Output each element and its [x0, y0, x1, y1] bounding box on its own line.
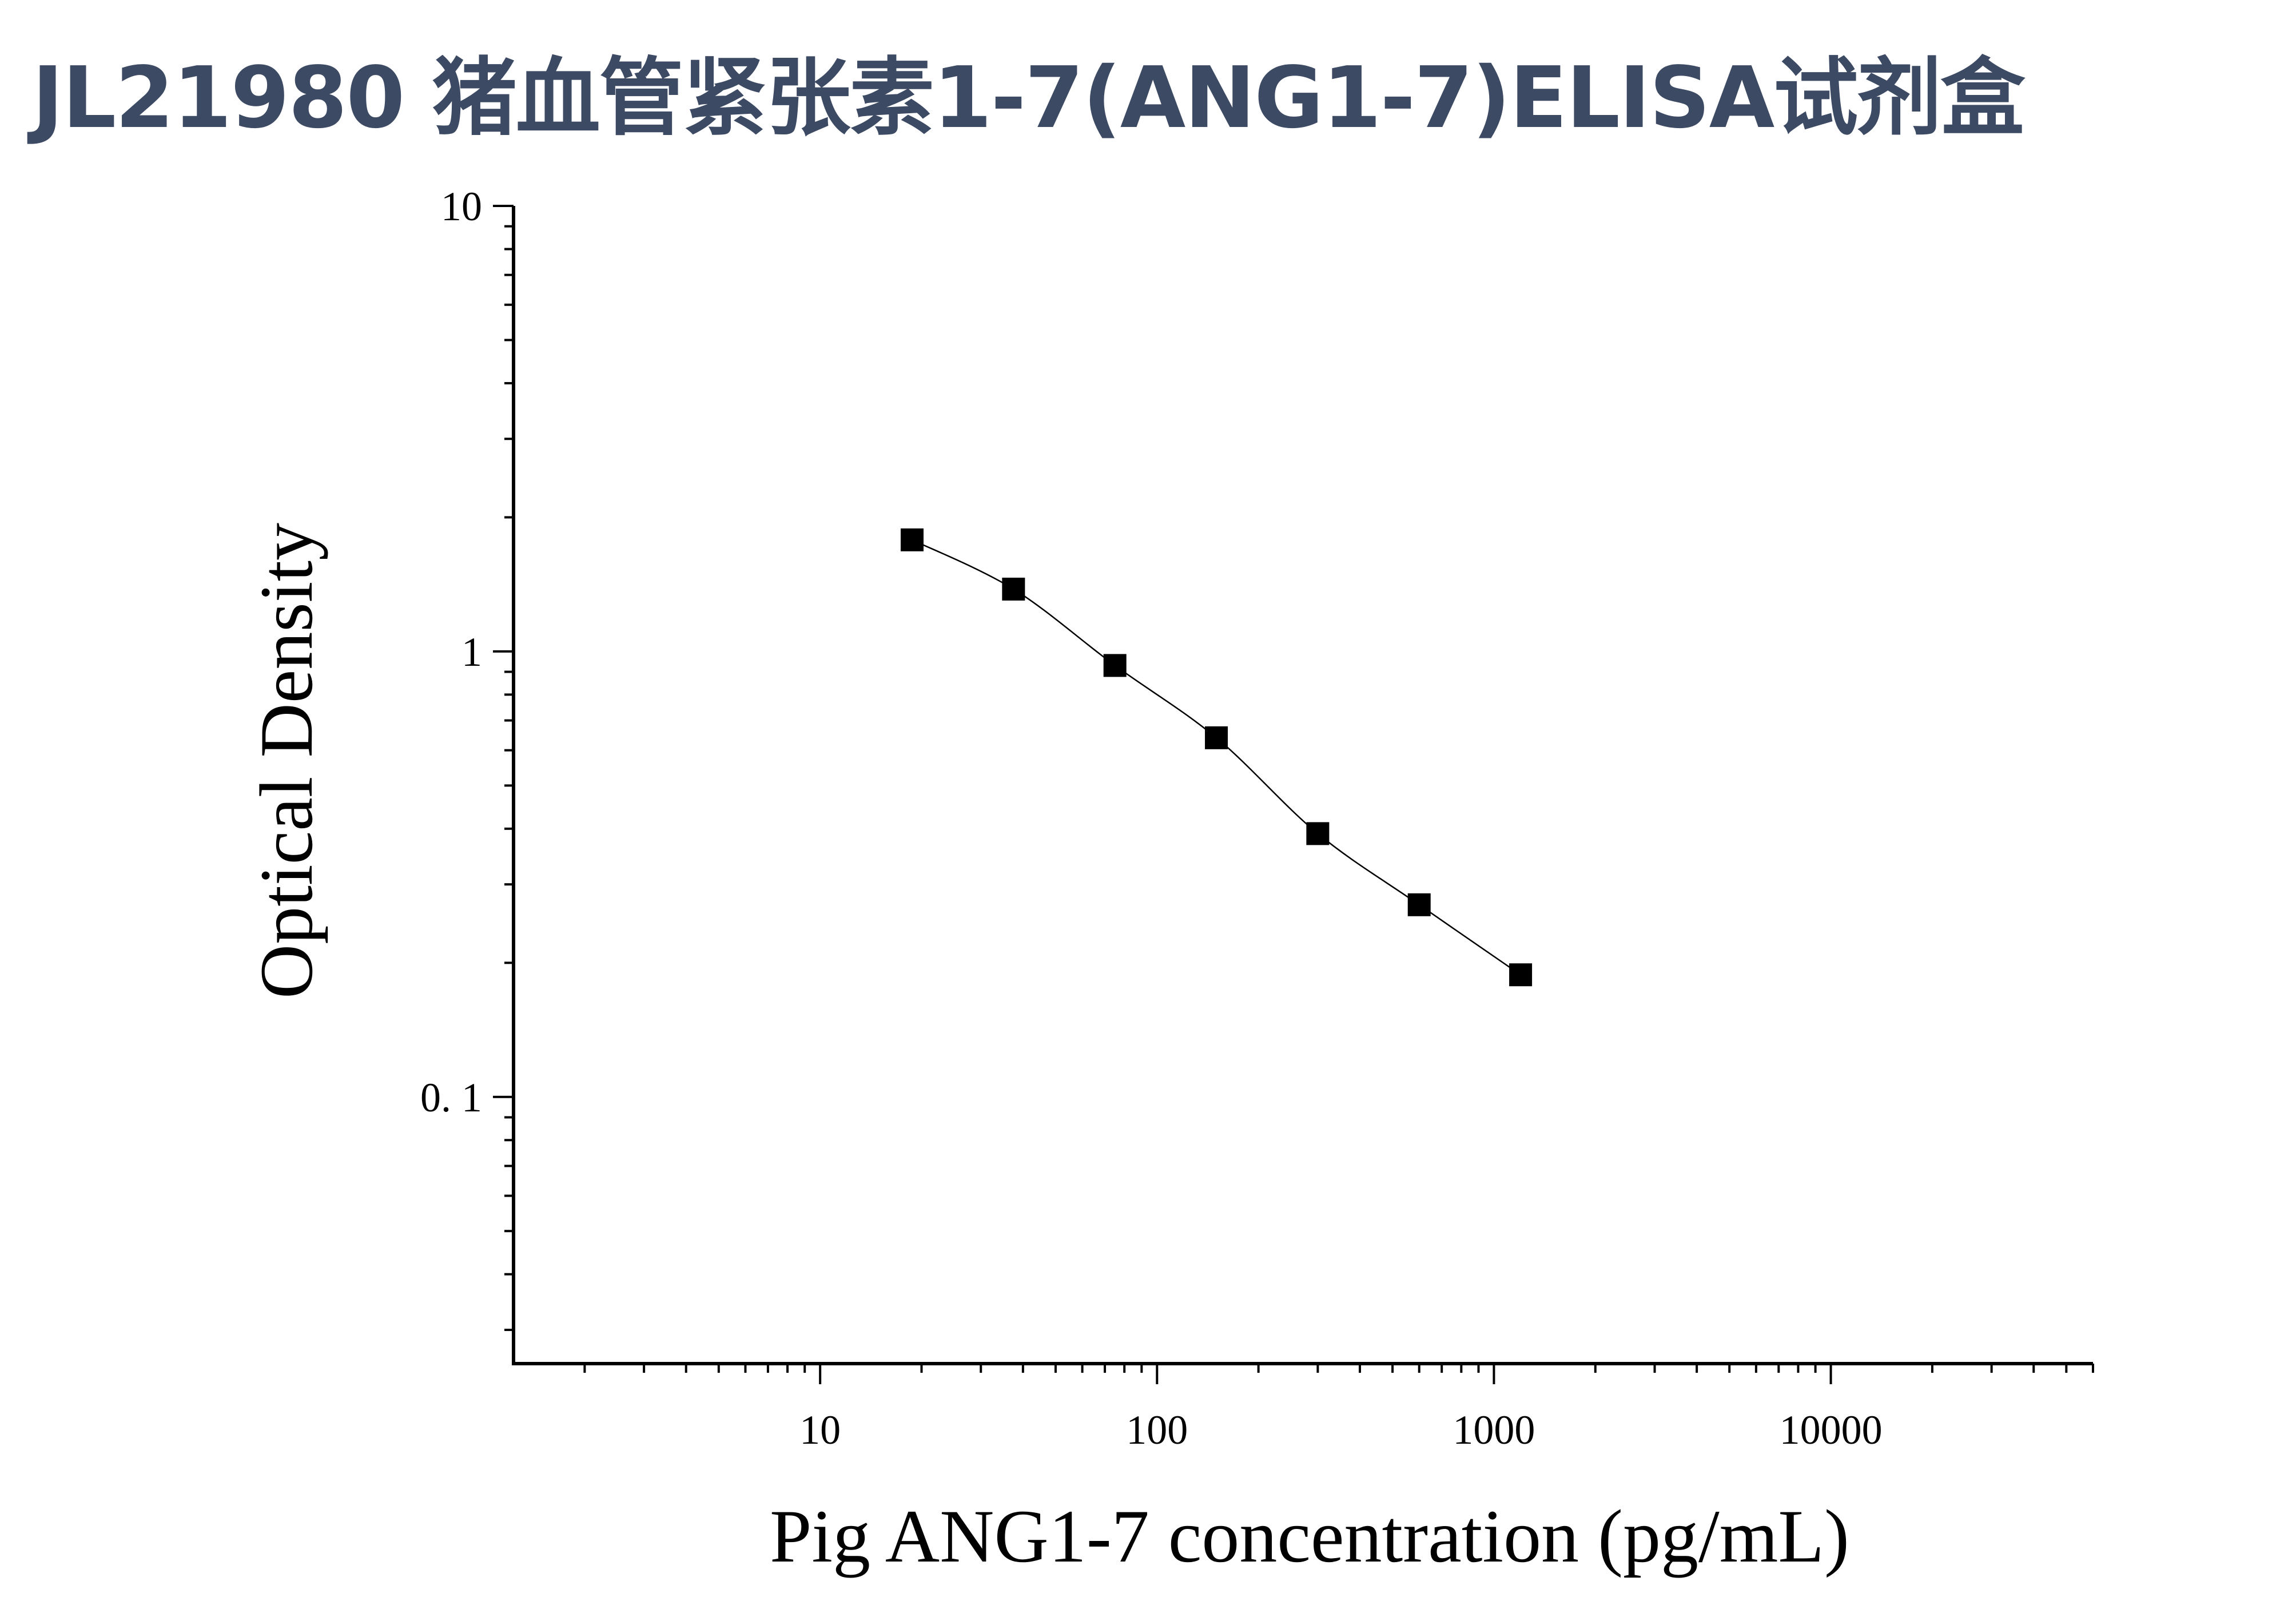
data-point — [1103, 654, 1127, 677]
data-point — [1509, 963, 1533, 987]
chart-title: JL21980 猪血管紧张素1-7(ANG1-7)ELISA试剂盒 — [32, 49, 2025, 147]
ticks: 10 100 1000 10000 0. 1 1 10 — [420, 184, 2094, 1453]
data-point — [1407, 893, 1431, 916]
y-axis-label: Optical Density — [244, 523, 328, 999]
x-tick-label: 10000 — [1780, 1407, 1883, 1453]
data-point — [901, 528, 924, 551]
x-tick-label: 1000 — [1453, 1407, 1535, 1453]
x-tick-label: 10 — [799, 1407, 841, 1453]
data-point — [1205, 726, 1228, 749]
x-axis-label: Pig ANG1-7 concentration (pg/mL) — [770, 1494, 1849, 1578]
y-tick-label: 10 — [441, 184, 482, 229]
data-point — [1306, 822, 1330, 845]
axes — [512, 206, 2093, 1365]
data-point — [1002, 577, 1025, 601]
data-points — [901, 528, 1533, 987]
x-tick-label: 100 — [1126, 1407, 1188, 1453]
y-tick-label: 0. 1 — [420, 1075, 482, 1121]
y-tick-label: 1 — [461, 629, 482, 675]
